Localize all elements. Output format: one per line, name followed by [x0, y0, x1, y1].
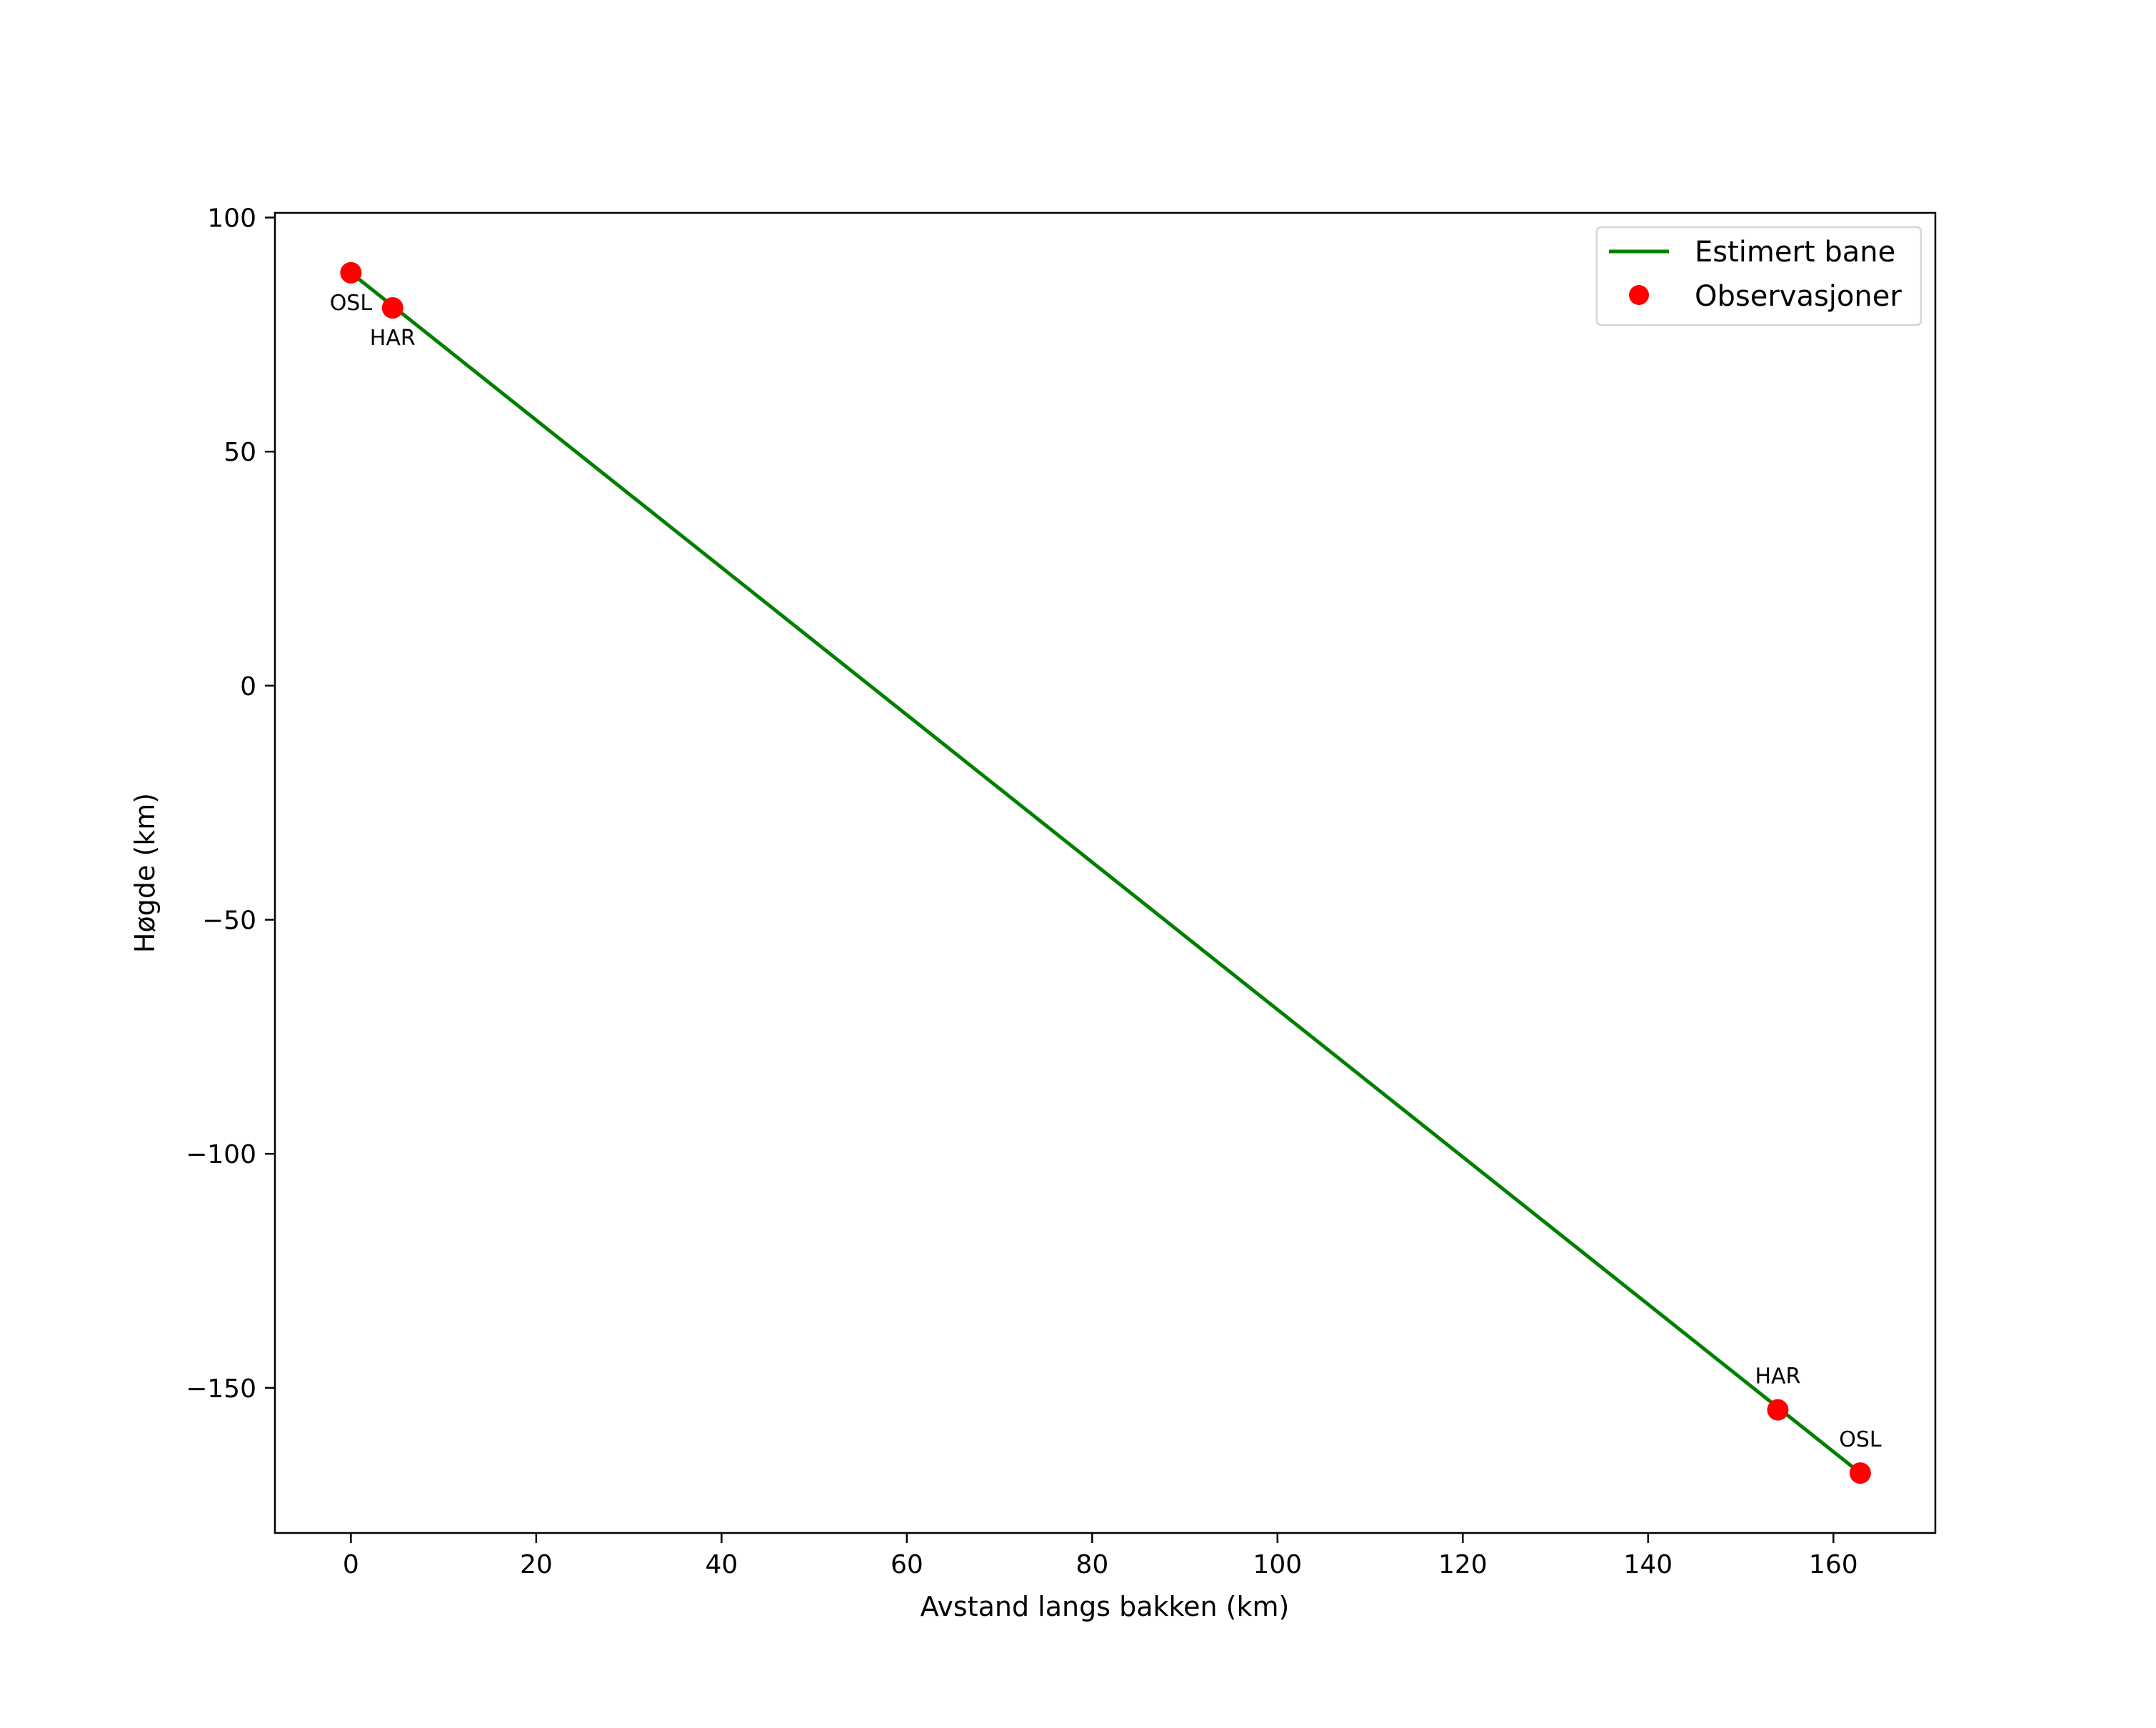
x-tick-label: 20 — [520, 1550, 553, 1579]
station-label: HAR — [1755, 1364, 1800, 1389]
y-tick-label: −50 — [202, 907, 256, 936]
legend-label-observasjoner: Observasjoner — [1695, 280, 1902, 313]
y-tick-label: 50 — [224, 438, 256, 467]
y-tick-label: −100 — [186, 1140, 256, 1169]
red-dot-icon — [1629, 285, 1649, 305]
plot-area: OSL HAR HAR OSL — [330, 261, 1882, 1484]
observation-point — [1849, 1462, 1871, 1484]
y-tick-label: 100 — [207, 204, 256, 234]
x-tick-label: 80 — [1076, 1550, 1108, 1579]
observation-point — [340, 261, 362, 284]
x-tick-label: 40 — [705, 1550, 738, 1579]
x-tick-label: 160 — [1809, 1550, 1858, 1579]
observation-point — [1767, 1399, 1789, 1421]
legend-label-estimert-bane: Estimert bane — [1695, 236, 1895, 269]
y-axis-ticks: 100 50 0 −50 −100 −150 — [186, 204, 275, 1404]
legend-box — [1595, 226, 1922, 326]
x-tick-label: 120 — [1438, 1550, 1488, 1579]
y-tick-label: −150 — [186, 1374, 256, 1404]
x-tick-label: 0 — [343, 1550, 359, 1579]
x-axis-label: Avstand langs bakken (km) — [921, 1591, 1290, 1622]
x-axis-ticks: 0 20 40 60 80 100 120 140 160 — [343, 1533, 1858, 1579]
x-tick-label: 60 — [891, 1550, 923, 1579]
station-label: OSL — [1839, 1427, 1882, 1452]
observation-point — [381, 297, 403, 319]
trajectory-line — [349, 271, 1862, 1475]
y-tick-label: 0 — [240, 672, 256, 701]
legend: Estimert bane Observasjoner — [1595, 226, 1922, 326]
station-label: OSL — [330, 291, 373, 316]
station-label: HAR — [370, 326, 416, 351]
axes-frame — [274, 211, 1937, 1534]
y-axis-label: Høgde (km) — [129, 793, 161, 953]
x-tick-label: 140 — [1623, 1550, 1673, 1579]
x-tick-label: 100 — [1253, 1550, 1302, 1579]
